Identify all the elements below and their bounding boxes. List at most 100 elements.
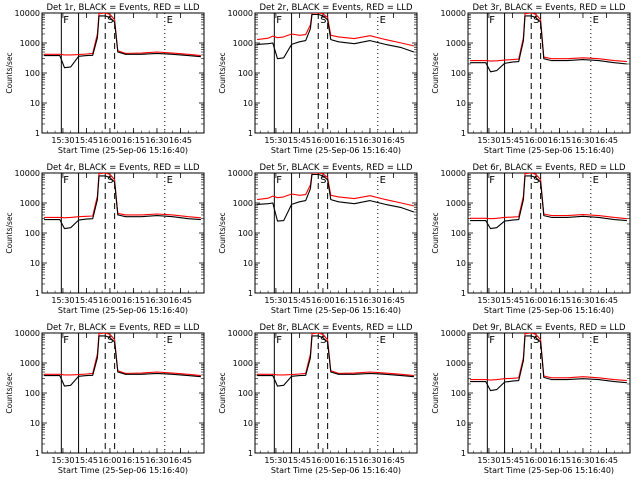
y-tick-label: 1 [461, 289, 466, 298]
x-tick-label: 16:15 [335, 136, 358, 145]
series-line-events [44, 335, 201, 387]
y-tick-label: 1000 [446, 39, 466, 48]
x-tick-label: 16:15 [122, 456, 145, 465]
y-tick-label: 10 [243, 99, 253, 108]
x-tick-label: 16:00 [524, 456, 547, 465]
x-axis-label: Start Time (25-Sep-06 15:16:40) [271, 146, 401, 155]
y-tick-label: 1 [461, 129, 466, 138]
x-tick-label: 16:45 [382, 456, 405, 465]
y-tick-label: 10 [456, 99, 466, 108]
region-label: F [276, 175, 282, 186]
y-tick-label: 1000 [233, 39, 253, 48]
y-tick-label: 1000 [446, 359, 466, 368]
chart-panel-5: Det 5r, BLACK = Events, RED = LLD 1 10 100 1… [218, 163, 418, 315]
x-tick-label: 16:30 [358, 296, 381, 305]
y-tick-label: 10 [243, 419, 253, 428]
y-tick-label: 100 [25, 229, 40, 238]
x-tick-label: 16:15 [335, 456, 358, 465]
region-label: S [320, 335, 326, 346]
plot-frame [41, 332, 205, 454]
y-tick-label: 1 [35, 449, 40, 458]
chart-panel-3: Det 3r, BLACK = Events, RED = LLD 1 10 100 1… [431, 3, 631, 155]
x-tick-label: 15:30 [264, 296, 287, 305]
y-tick-label: 10000 [15, 329, 40, 338]
series-line-events [470, 335, 627, 392]
x-tick-label: 16:15 [548, 296, 571, 305]
y-tick-label: 1 [461, 449, 466, 458]
y-tick-label: 10000 [441, 9, 466, 18]
series-line-lld [257, 13, 415, 47]
event-markers [273, 13, 379, 133]
x-tick-label: 16:15 [335, 296, 358, 305]
series-line-lld [44, 173, 201, 219]
chart-title: Det 6r, BLACK = Events, RED = LLD [472, 163, 626, 173]
chart-panel-1: Det 1r, BLACK = Events, RED = LLD 1 10 100 1… [5, 3, 205, 155]
series-group [470, 13, 627, 73]
x-axis-label: Start Time (25-Sep-06 15:16:40) [271, 306, 401, 315]
region-label: S [320, 175, 326, 186]
region-label: F [63, 335, 69, 346]
region-label: E [167, 175, 173, 186]
y-axis-label: Counts/sec [431, 372, 440, 413]
x-tick-label: 15:30 [264, 136, 287, 145]
y-axis-label: Counts/sec [431, 52, 440, 93]
y-tick-label: 10000 [441, 329, 466, 338]
y-tick-label: 10000 [228, 169, 253, 178]
x-tick-label: 16:00 [311, 296, 334, 305]
x-tick-label: 16:30 [571, 296, 594, 305]
x-axis-label: Start Time (25-Sep-06 15:16:40) [484, 146, 614, 155]
plot-frame [41, 172, 205, 294]
x-axis-label: Start Time (25-Sep-06 15:16:40) [58, 146, 188, 155]
series-group [470, 333, 627, 392]
y-axis-label: Counts/sec [5, 372, 14, 413]
y-tick-label: 1000 [20, 359, 40, 368]
region-label: F [276, 15, 282, 26]
event-markers [60, 13, 166, 133]
y-tick-label: 10 [456, 419, 466, 428]
plot-frame [467, 332, 631, 454]
series-line-events [44, 175, 201, 230]
x-tick-label: 16:45 [595, 296, 618, 305]
y-tick-label: 1000 [446, 199, 466, 208]
x-tick-label: 15:45 [501, 136, 524, 145]
x-tick-label: 15:45 [288, 136, 311, 145]
series-line-lld [44, 333, 201, 377]
x-tick-label: 16:00 [98, 456, 121, 465]
y-tick-label: 1 [35, 129, 40, 138]
chart-title: Det 7r, BLACK = Events, RED = LLD [46, 323, 200, 333]
y-tick-label: 100 [451, 69, 466, 78]
series-group [44, 13, 201, 69]
y-axis-label: Counts/sec [431, 212, 440, 253]
x-tick-label: 15:30 [51, 136, 74, 145]
y-tick-label: 100 [238, 229, 253, 238]
series-line-lld [470, 173, 627, 220]
x-tick-label: 16:15 [548, 136, 571, 145]
x-axis-label: Start Time (25-Sep-06 15:16:40) [484, 466, 614, 475]
y-tick-label: 1000 [20, 199, 40, 208]
x-tick-label: 16:00 [311, 456, 334, 465]
y-axis-label: Counts/sec [5, 212, 14, 253]
y-axis-label: Counts/sec [5, 52, 14, 93]
x-tick-label: 15:30 [51, 456, 74, 465]
x-tick-label: 15:30 [264, 456, 287, 465]
event-markers [273, 333, 379, 453]
x-tick-label: 15:30 [477, 456, 500, 465]
region-label: E [167, 335, 173, 346]
y-tick-label: 1000 [20, 39, 40, 48]
chart-title: Det 2r, BLACK = Events, RED = LLD [259, 3, 413, 13]
y-tick-label: 10 [30, 259, 40, 268]
event-markers [273, 173, 379, 293]
y-tick-label: 100 [451, 389, 466, 398]
x-axis-label: Start Time (25-Sep-06 15:16:40) [484, 306, 614, 315]
y-axis-label: Counts/sec [218, 52, 227, 93]
x-tick-label: 16:30 [571, 456, 594, 465]
chart-title: Det 1r, BLACK = Events, RED = LLD [46, 3, 200, 13]
region-label: E [380, 335, 386, 346]
region-label: F [489, 175, 495, 186]
chart-title: Det 3r, BLACK = Events, RED = LLD [472, 3, 626, 13]
event-markers [486, 333, 592, 453]
region-label: E [167, 15, 173, 26]
plot-frame [467, 12, 631, 134]
series-line-events [44, 15, 201, 69]
